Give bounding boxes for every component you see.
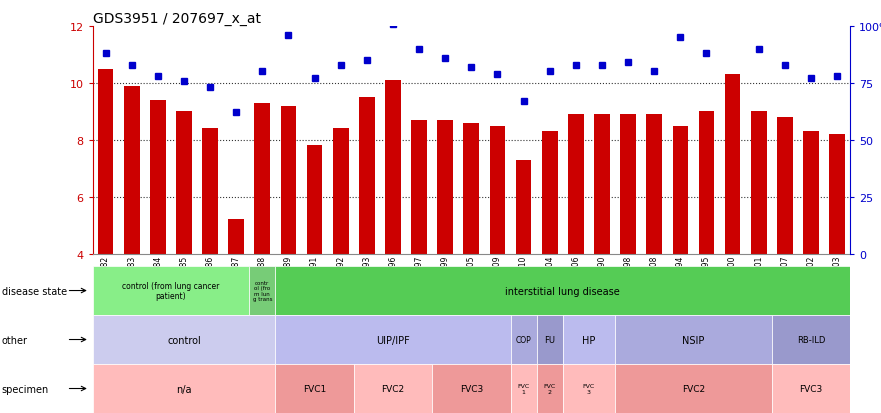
Text: FVC3: FVC3 [799,384,823,393]
Bar [354,364,433,413]
Bar [150,101,166,254]
Text: FVC2: FVC2 [682,384,705,393]
Bar [615,364,772,413]
Bar [537,315,563,364]
Text: FVC1: FVC1 [303,384,326,393]
Bar [510,364,537,413]
Bar [411,121,427,254]
Bar [725,75,740,254]
Text: UIP/IPF: UIP/IPF [376,335,410,345]
Bar [385,81,401,254]
Text: interstitial lung disease: interstitial lung disease [506,286,620,296]
Text: FVC
1: FVC 1 [517,383,529,394]
Bar [203,129,218,254]
Text: other: other [2,335,28,345]
Text: GDS3951 / 207697_x_at: GDS3951 / 207697_x_at [93,12,261,26]
Text: control: control [167,335,201,345]
Text: FVC
3: FVC 3 [582,383,595,394]
Bar [276,315,510,364]
Bar [359,98,374,254]
Text: RB-ILD: RB-ILD [796,335,825,344]
Bar [276,364,354,413]
Bar [515,160,531,254]
Bar [433,364,510,413]
Text: n/a: n/a [176,384,192,394]
Bar [542,132,558,254]
Text: disease state: disease state [2,286,67,296]
Text: control (from lung cancer
patient): control (from lung cancer patient) [122,282,219,300]
Bar [772,364,850,413]
Bar [281,106,296,254]
Text: FU: FU [544,335,555,344]
Bar [563,364,615,413]
Bar [537,364,563,413]
Bar [772,315,850,364]
Bar [333,129,349,254]
Bar [563,315,615,364]
Bar [93,315,276,364]
Bar [751,112,766,254]
Text: COP: COP [515,335,531,344]
Bar [176,112,192,254]
Bar [255,104,270,254]
Bar [647,115,662,254]
Bar [620,115,636,254]
Bar [803,132,818,254]
Bar [463,123,479,254]
Text: FVC
2: FVC 2 [544,383,556,394]
Bar [568,115,584,254]
Text: NSIP: NSIP [682,335,705,345]
Bar [249,266,276,315]
Bar [672,126,688,254]
Bar [510,315,537,364]
Bar [124,86,139,254]
Bar [615,315,772,364]
Bar [307,146,322,254]
Bar [228,220,244,254]
Text: HP: HP [582,335,596,345]
Bar [98,69,114,254]
Bar [699,112,714,254]
Bar [93,266,249,315]
Bar [93,364,276,413]
Text: FVC3: FVC3 [460,384,483,393]
Bar [594,115,610,254]
Bar [777,118,793,254]
Bar [437,121,453,254]
Text: contr
ol (fro
m lun
g trans: contr ol (fro m lun g trans [253,280,272,301]
Bar [490,126,506,254]
Text: FVC2: FVC2 [381,384,404,393]
Bar [276,266,850,315]
Bar [829,135,845,254]
Text: specimen: specimen [2,384,49,394]
